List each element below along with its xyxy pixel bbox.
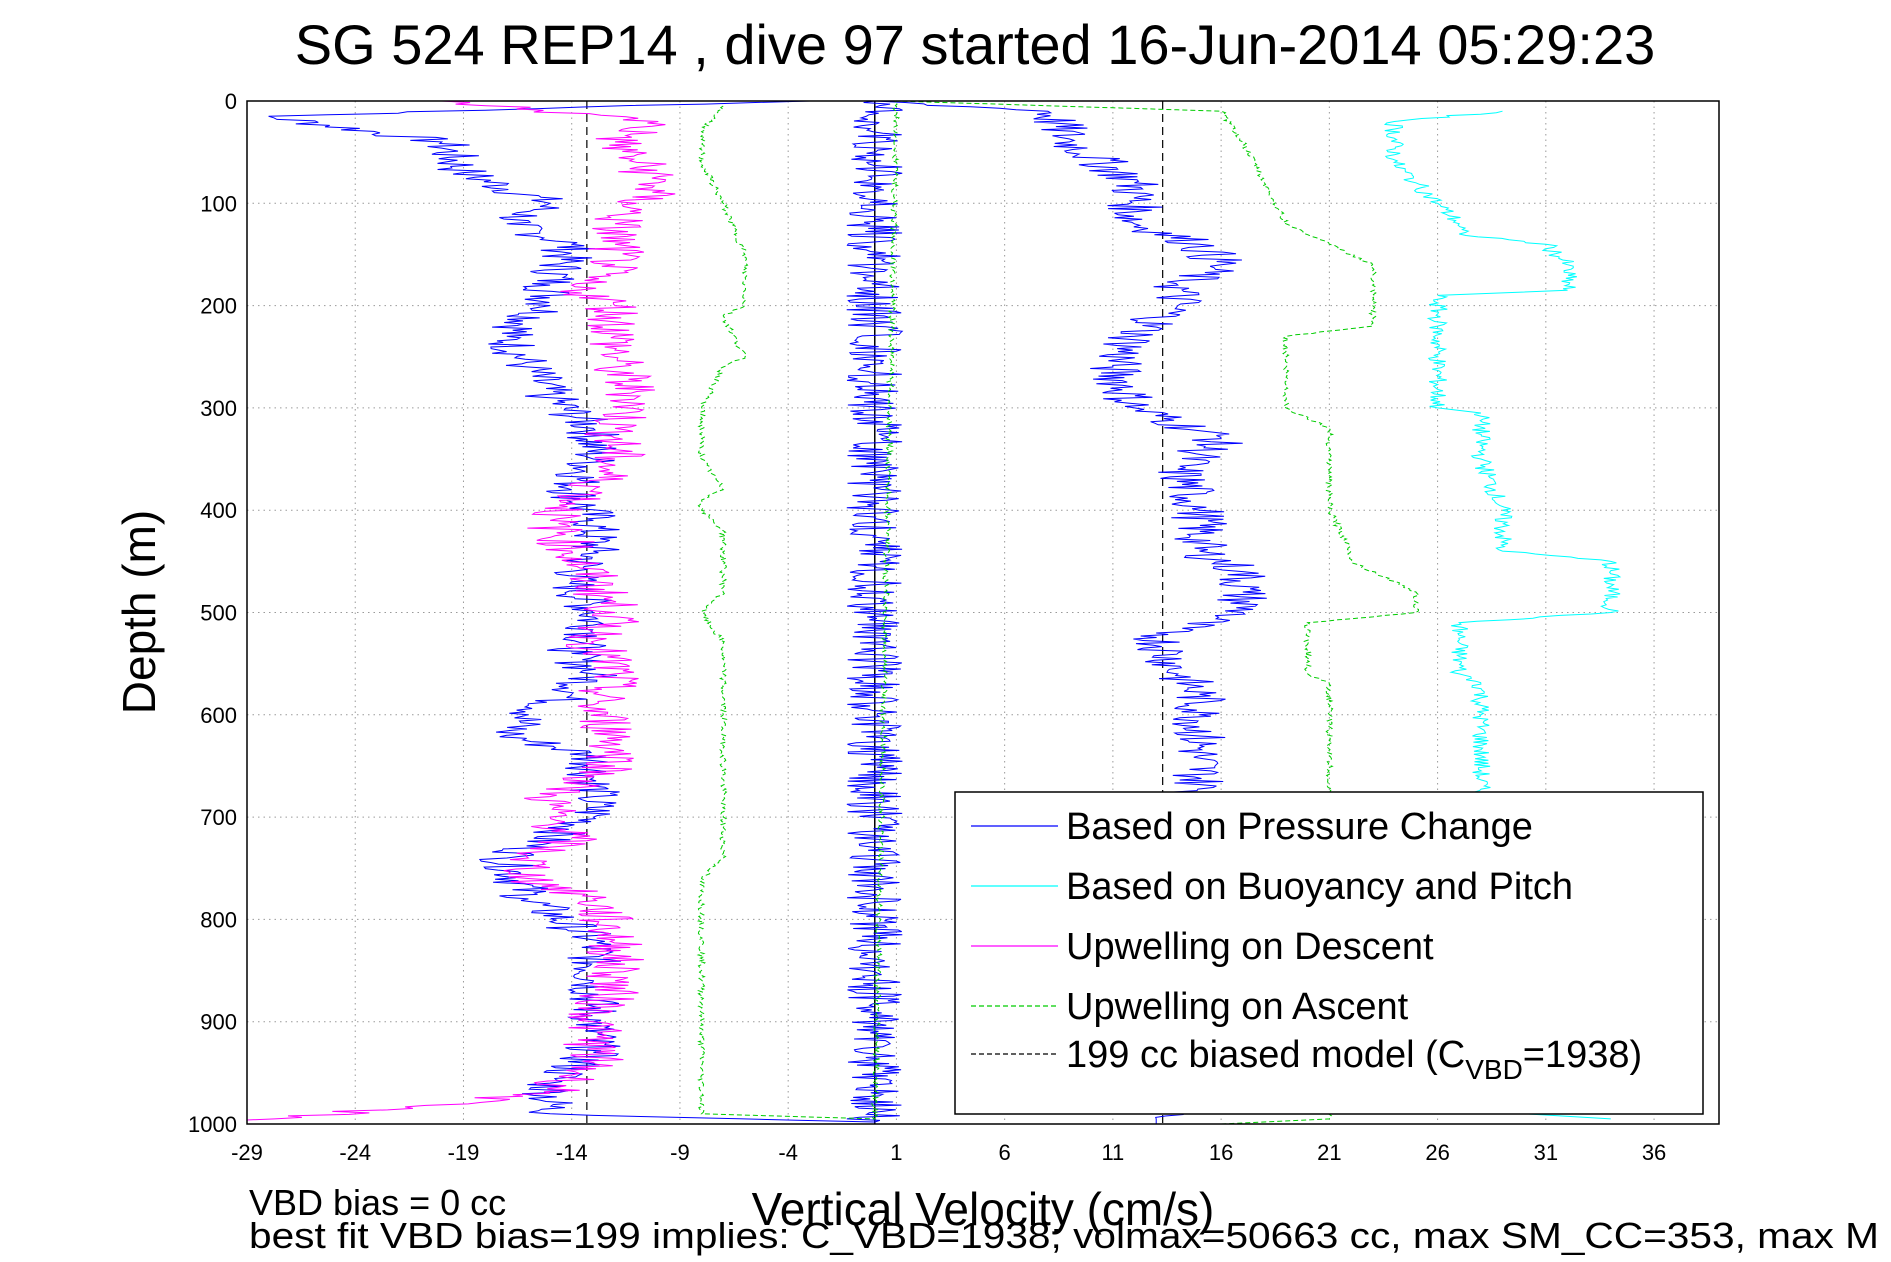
x-tick-label: 26 [1425, 1140, 1449, 1165]
footer-line-2: best fit VBD bias=199 implies: C_VBD=193… [249, 1215, 1879, 1256]
x-tick-label: 11 [1101, 1140, 1124, 1165]
legend-label: Upwelling on Descent [1066, 926, 1434, 968]
y-tick-label: 700 [200, 805, 237, 830]
series-line-3 [247, 101, 676, 1122]
y-tick-label: 600 [200, 703, 237, 728]
series-line-4 [696, 101, 1421, 1124]
y-tick-label: 100 [200, 191, 237, 216]
x-tick-label: 16 [1209, 1140, 1233, 1165]
x-tick-label: -24 [339, 1140, 371, 1165]
chart-title: SG 524 REP14 , dive 97 started 16-Jun-20… [295, 13, 1655, 76]
x-tick-label: 6 [999, 1140, 1011, 1165]
x-tick-label: -29 [231, 1140, 263, 1165]
y-tick-label: 0 [225, 89, 237, 114]
x-tick-label: 36 [1642, 1140, 1666, 1165]
legend-box [954, 791, 1704, 1115]
x-tick-label: 1 [890, 1140, 902, 1165]
y-tick-label: 1000 [188, 1112, 237, 1137]
y-tick-label: 400 [200, 498, 237, 523]
x-tick-label: 21 [1317, 1140, 1341, 1165]
tick-labels: -29 -24 -19 -14 -9 -4 1 6 11 16 21 26 31 360100200300… [188, 89, 1666, 1165]
legend-label: Based on Buoyancy and Pitch [1066, 866, 1573, 908]
y-tick-label: 500 [200, 601, 237, 626]
y-axis-label: Depth (m) [113, 510, 165, 714]
x-tick-label: -14 [556, 1140, 588, 1165]
y-tick-label: 300 [200, 396, 237, 421]
legend-label: Upwelling on Ascent [1066, 986, 1409, 1028]
legend-label: Based on Pressure Change [1066, 806, 1533, 848]
x-tick-label: 31 [1534, 1140, 1558, 1165]
x-axis-label: Vertical Velocity (cm/s) [752, 1183, 1215, 1235]
y-tick-label: 900 [200, 1010, 237, 1035]
plot-frame [246, 100, 1720, 1125]
y-tick-label: 200 [200, 294, 237, 319]
x-tick-label: -9 [670, 1140, 690, 1165]
legend: Based on Pressure Change Based on Buoyanc… [954, 791, 1704, 1115]
y-tick-label: 800 [200, 907, 237, 932]
footer-line-1: VBD bias = 0 cc [249, 1182, 506, 1223]
series-line-1 [268, 101, 1267, 1124]
x-tick-label: -4 [778, 1140, 798, 1165]
x-tick-label: -19 [448, 1140, 480, 1165]
